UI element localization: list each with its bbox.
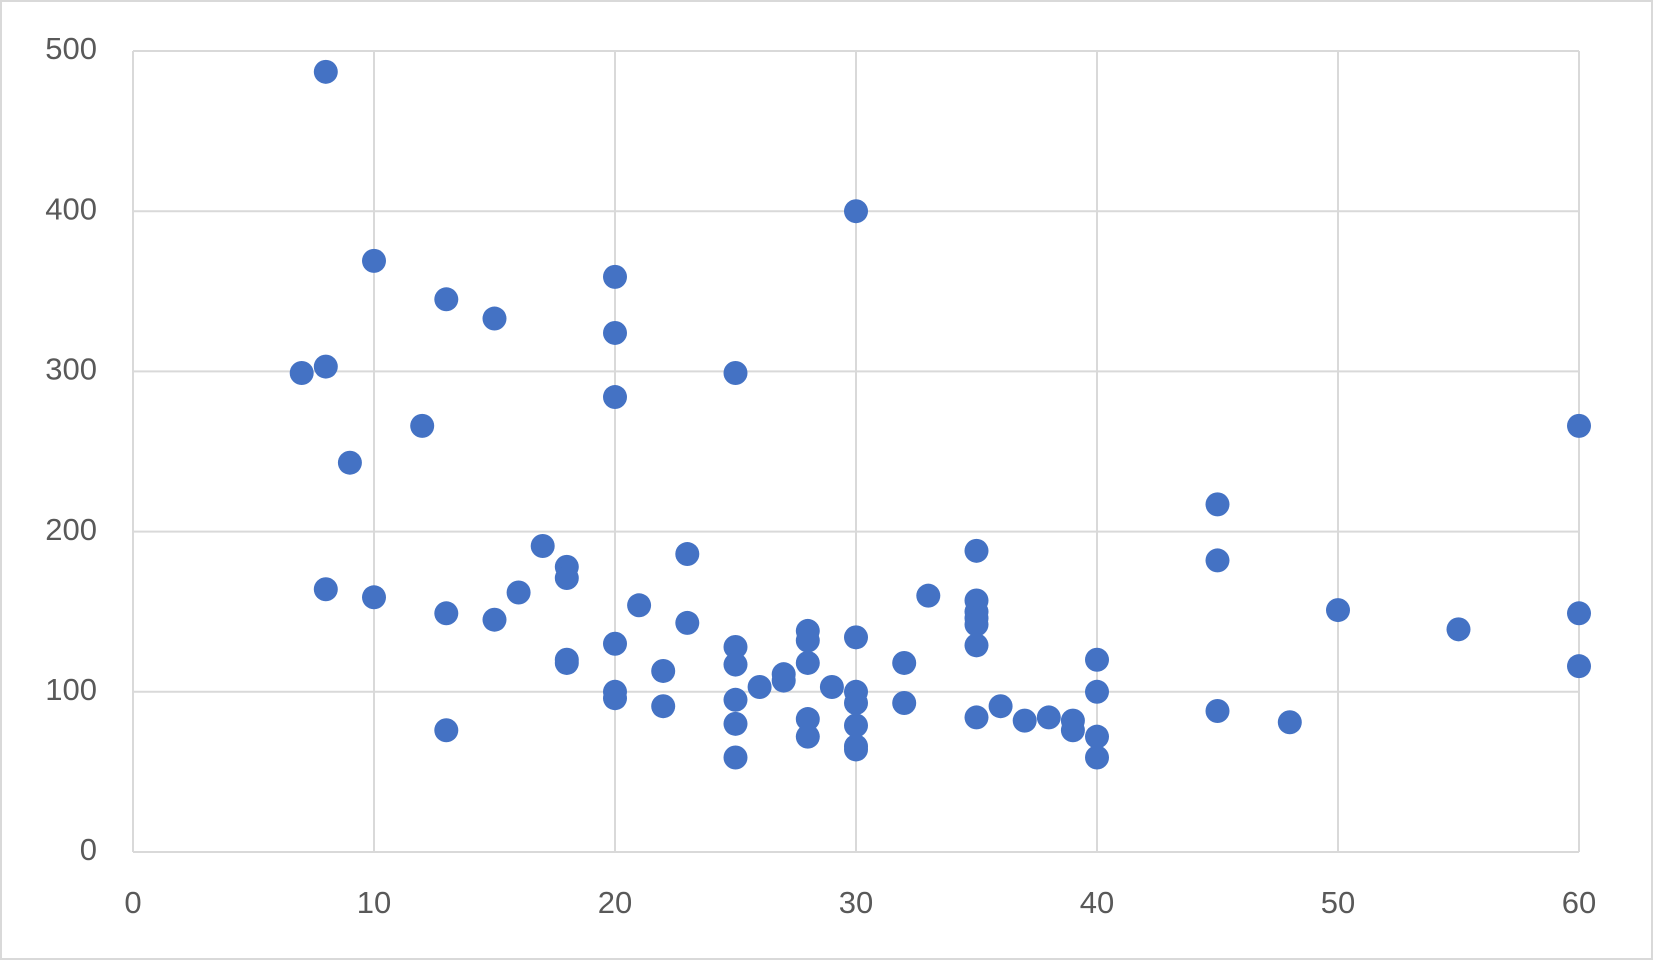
x-tick-label: 40 [1080, 885, 1114, 920]
point [1205, 548, 1230, 573]
point [1085, 745, 1109, 770]
point [892, 650, 917, 675]
point [964, 538, 989, 563]
point [1085, 679, 1109, 704]
point [747, 674, 772, 699]
point [603, 320, 627, 345]
point [1085, 724, 1109, 749]
point [795, 724, 820, 749]
point [434, 718, 459, 743]
point [289, 361, 314, 386]
point [482, 607, 507, 632]
point [313, 59, 338, 84]
point [892, 691, 917, 716]
point [651, 658, 676, 683]
point [410, 413, 435, 438]
point [313, 354, 338, 379]
point [1036, 705, 1061, 730]
y-tick-label: 500 [45, 31, 97, 66]
point [554, 650, 579, 675]
point [723, 711, 748, 736]
point [1567, 601, 1591, 626]
point [337, 450, 362, 475]
point [554, 566, 579, 591]
y-tick-label: 200 [45, 512, 97, 547]
point [723, 634, 748, 659]
point [651, 694, 676, 719]
point [603, 264, 627, 289]
point [603, 686, 627, 711]
point [1205, 492, 1230, 517]
x-tick-label: 0 [124, 885, 141, 920]
point [795, 628, 820, 653]
point [964, 612, 989, 637]
point [675, 610, 700, 635]
point [675, 542, 700, 567]
point [844, 691, 868, 716]
point [723, 745, 748, 770]
point [1446, 617, 1471, 642]
x-tick-label: 60 [1562, 885, 1596, 920]
point [1012, 708, 1037, 733]
y-tick-label: 100 [45, 672, 97, 707]
y-tick-label: 0 [80, 832, 97, 867]
point [916, 583, 941, 608]
point [362, 585, 386, 610]
x-tick-label: 20 [598, 885, 632, 920]
point [819, 674, 844, 699]
point [1567, 654, 1591, 679]
point [964, 705, 989, 730]
point [844, 625, 868, 650]
point [1060, 718, 1085, 743]
y-tick-label: 400 [45, 191, 97, 226]
point [603, 385, 627, 410]
point [506, 580, 531, 605]
point [723, 361, 748, 386]
point [795, 650, 820, 675]
point [434, 601, 459, 626]
y-tick-label: 300 [45, 352, 97, 387]
point [723, 652, 748, 677]
point [1277, 710, 1302, 735]
point [603, 631, 627, 656]
point [771, 668, 796, 693]
point [530, 534, 555, 559]
point [482, 306, 507, 331]
point [1567, 413, 1591, 438]
point [723, 687, 748, 712]
point [988, 694, 1013, 719]
point [1205, 699, 1230, 724]
x-tick-label: 50 [1321, 885, 1355, 920]
point [964, 633, 989, 658]
x-tick-label: 30 [839, 885, 873, 920]
point [627, 593, 652, 618]
point [362, 248, 386, 273]
point [434, 287, 459, 312]
point [844, 199, 868, 224]
point [844, 737, 868, 762]
point [844, 713, 868, 738]
point [1326, 598, 1350, 623]
point [313, 577, 338, 602]
x-tick-label: 10 [357, 885, 391, 920]
point [1085, 647, 1109, 672]
point [795, 707, 820, 732]
